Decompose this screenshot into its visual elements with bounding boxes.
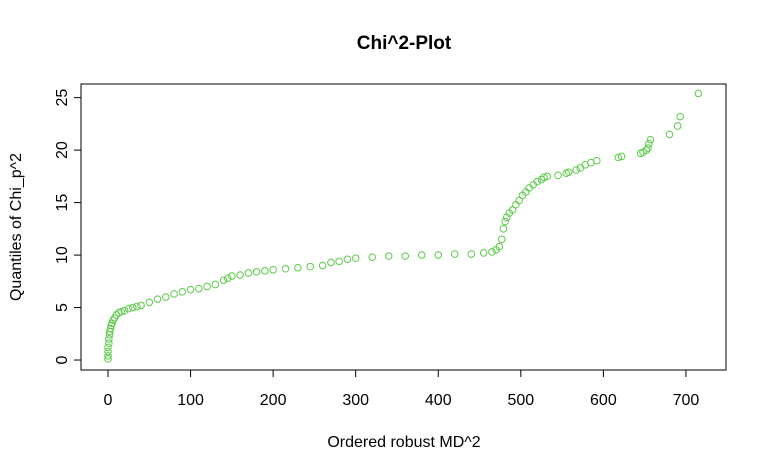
- point: [104, 343, 112, 352]
- point: [617, 152, 626, 161]
- point: [467, 250, 476, 258]
- point: [676, 112, 684, 121]
- point: [106, 324, 115, 333]
- point: [450, 250, 459, 258]
- y-tick-label: 10: [54, 246, 71, 264]
- point: [501, 217, 509, 226]
- point: [252, 268, 261, 276]
- x-tick-label: 400: [425, 392, 452, 409]
- point: [178, 288, 187, 296]
- point: [128, 303, 137, 312]
- point: [592, 156, 601, 165]
- point: [540, 173, 548, 182]
- point: [109, 316, 117, 324]
- point: [170, 290, 178, 298]
- y-tick-label: 15: [54, 194, 71, 212]
- x-axis-label: Ordered robust MD^2: [327, 434, 480, 451]
- point: [153, 295, 162, 303]
- point: [223, 274, 232, 282]
- point: [269, 265, 277, 274]
- point: [318, 261, 327, 270]
- point: [434, 251, 443, 259]
- point: [644, 144, 652, 152]
- y-tick-label: 25: [54, 89, 71, 107]
- point: [137, 301, 145, 310]
- point: [498, 235, 506, 244]
- point: [642, 146, 651, 154]
- point: [479, 249, 488, 257]
- point: [554, 171, 562, 180]
- point: [145, 298, 154, 307]
- y-tick-label: 5: [54, 303, 71, 312]
- point: [124, 304, 133, 313]
- point: [335, 257, 343, 266]
- point: [120, 306, 129, 315]
- x-tick-label: 300: [342, 392, 369, 409]
- point: [203, 282, 211, 291]
- point: [495, 242, 504, 251]
- point: [515, 196, 523, 205]
- point: [281, 264, 290, 273]
- point: [211, 280, 220, 289]
- point: [665, 130, 674, 139]
- point: [645, 140, 653, 148]
- point: [104, 347, 112, 356]
- x-tick-label: 500: [507, 392, 534, 409]
- point: [646, 135, 655, 144]
- point: [537, 175, 546, 184]
- point: [306, 262, 315, 271]
- point: [105, 335, 113, 343]
- point: [368, 253, 377, 261]
- point: [614, 153, 623, 162]
- point: [104, 352, 112, 360]
- x-tick-label: 200: [260, 392, 287, 409]
- y-axis-label: Quantiles of Chi_p^2: [8, 153, 25, 301]
- x-tick-label: 0: [104, 392, 113, 409]
- point: [244, 269, 253, 277]
- point: [219, 276, 228, 285]
- point: [502, 213, 511, 222]
- point: [161, 293, 170, 301]
- y-tick-label: 20: [54, 141, 71, 159]
- point: [117, 307, 126, 316]
- point: [488, 248, 496, 256]
- point: [351, 254, 360, 263]
- point: [499, 225, 508, 233]
- point: [294, 263, 302, 272]
- point: [401, 252, 410, 260]
- point: [236, 271, 244, 279]
- y-tick-label: 0: [54, 355, 71, 364]
- x-tick-label: 600: [590, 392, 617, 409]
- x-tick-label: 700: [673, 392, 700, 409]
- point: [694, 89, 703, 98]
- point: [343, 255, 352, 264]
- point: [133, 302, 141, 311]
- point: [228, 272, 236, 280]
- point: [564, 168, 573, 176]
- point: [673, 122, 682, 130]
- point: [533, 177, 542, 186]
- point: [417, 251, 426, 259]
- point: [195, 284, 203, 293]
- point: [104, 355, 112, 363]
- point: [384, 252, 393, 260]
- point: [105, 339, 113, 348]
- point: [327, 258, 335, 267]
- point: [572, 166, 580, 174]
- point: [186, 285, 195, 294]
- chart-title: Chi^2-Plot: [357, 33, 452, 54]
- point: [508, 206, 517, 214]
- point: [261, 267, 269, 275]
- point: [543, 172, 552, 181]
- x-tick-label: 100: [177, 392, 204, 409]
